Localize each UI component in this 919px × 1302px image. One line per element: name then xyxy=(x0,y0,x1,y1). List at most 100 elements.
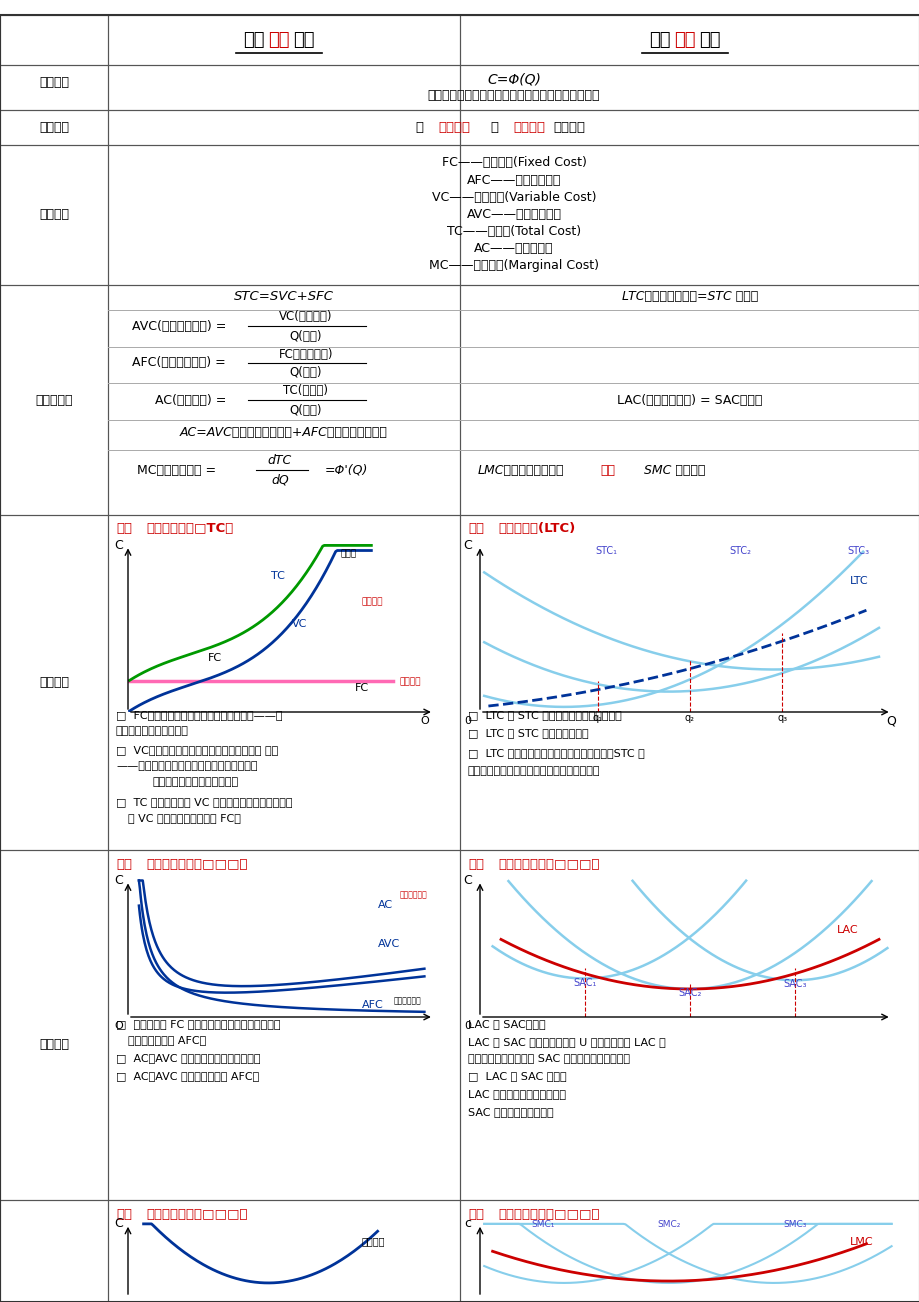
Text: AVC: AVC xyxy=(377,939,400,949)
Text: □  TC 曲线的形状与 VC 曲线相同，向右上方倾斜。: □ TC 曲线的形状与 VC 曲线相同，向右上方倾斜。 xyxy=(116,797,292,807)
Bar xyxy=(108,285,460,516)
Text: 生产函数: 生产函数 xyxy=(437,121,470,134)
Text: =Φ'(Q): =Φ'(Q) xyxy=(324,464,368,477)
Text: STC₁: STC₁ xyxy=(595,546,617,556)
Text: AVC(平均可变成本) =: AVC(平均可变成本) = xyxy=(131,319,226,332)
Text: □  LTC 是 STC 的包络线，两者形状相同；: □ LTC 是 STC 的包络线，两者形状相同； xyxy=(468,710,621,720)
Text: FC: FC xyxy=(355,684,369,693)
Text: dTC: dTC xyxy=(267,454,292,467)
Text: 长期: 长期 xyxy=(468,522,483,535)
Text: 长期: 长期 xyxy=(468,858,483,871)
Text: STC₃: STC₃ xyxy=(846,546,868,556)
Text: SMC₃: SMC₃ xyxy=(782,1220,806,1229)
Text: LTC（长期总成本）=STC 包络线: LTC（长期总成本）=STC 包络线 xyxy=(621,290,757,303)
Text: LTC: LTC xyxy=(848,577,868,586)
Text: 固定成本: 固定成本 xyxy=(399,677,421,686)
Text: □  AC、AVC 间的垂直距离是 AFC。: □ AC、AVC 间的垂直距离是 AFC。 xyxy=(116,1072,259,1081)
Text: q₂: q₂ xyxy=(685,713,694,724)
Bar xyxy=(460,65,919,109)
Text: STC=SVC+SFC: STC=SVC+SFC xyxy=(233,290,334,303)
Text: 曲线关系: 曲线关系 xyxy=(39,1039,69,1052)
Text: MC——边际成本(Marginal Cost): MC——边际成本(Marginal Cost) xyxy=(428,259,598,272)
Text: 0: 0 xyxy=(463,716,471,725)
Bar xyxy=(0,109,108,145)
Text: TC——总成本(Total Cost): TC——总成本(Total Cost) xyxy=(447,225,581,238)
Text: 增加，后以递增的速率增加。: 增加，后以递增的速率增加。 xyxy=(153,777,239,786)
Bar xyxy=(460,145,919,285)
Bar xyxy=(460,109,919,145)
Text: 总成本: 总成本 xyxy=(340,549,356,559)
Text: 平均成本曲线（□□□）: 平均成本曲线（□□□） xyxy=(497,858,599,871)
Text: 短期: 短期 xyxy=(243,31,265,49)
Text: TC(总成本): TC(总成本) xyxy=(283,384,328,397)
Text: 不随产量的变动而变动。: 不随产量的变动而变动。 xyxy=(116,727,188,736)
Text: FC——固定成本(Fixed Cost): FC——固定成本(Fixed Cost) xyxy=(441,156,585,169)
Text: 成本: 成本 xyxy=(674,31,695,49)
Text: VC——可变成本(Variable Cost): VC——可变成本(Variable Cost) xyxy=(431,191,596,204)
Bar xyxy=(108,516,460,850)
Text: 短期平均成本: 短期平均成本 xyxy=(399,891,426,898)
Text: □  固定不变的 FC 随产量的增加，其与产量的比值: □ 固定不变的 FC 随产量的增加，其与产量的比值 xyxy=(116,1019,280,1029)
Text: □  FC是一常数，是一条与横轴平行的直线——表: □ FC是一常数，是一条与横轴平行的直线——表 xyxy=(116,710,282,720)
Text: 成本方程: 成本方程 xyxy=(513,121,544,134)
Text: c: c xyxy=(463,1217,471,1230)
Text: C=Φ(Q): C=Φ(Q) xyxy=(486,73,540,86)
Text: 平均固定成本: 平均固定成本 xyxy=(392,997,421,1005)
Text: 关系函数: 关系函数 xyxy=(39,676,69,689)
Text: C: C xyxy=(114,874,123,887)
Text: 要素价格不变情况下，成本随产量变化而变化的轨迹: 要素价格不变情况下，成本随产量变化而变化的轨迹 xyxy=(427,89,599,102)
Text: AC——平均总成本: AC——平均总成本 xyxy=(473,242,553,255)
Text: LMC（长期边际成本）: LMC（长期边际成本） xyxy=(478,464,564,477)
Bar xyxy=(460,285,919,516)
Text: 推导得出: 推导得出 xyxy=(552,121,584,134)
Text: □  LTC 形状由规模报酬先递增后递减决定；STC 形: □ LTC 形状由规模报酬先递增后递减决定；STC 形 xyxy=(468,749,644,758)
Text: □  VC曲线是一条从原点出发且向右上方倾斜 的曲: □ VC曲线是一条从原点出发且向右上方倾斜 的曲 xyxy=(116,745,278,755)
Text: SAC 最低点：最优产出率: SAC 最低点：最优产出率 xyxy=(468,1107,553,1117)
Text: FC: FC xyxy=(208,652,222,663)
Text: O: O xyxy=(114,1021,123,1031)
Text: 长期: 长期 xyxy=(468,1207,483,1220)
Text: LAC: LAC xyxy=(836,924,857,935)
Text: 平均成本曲线（□□□）: 平均成本曲线（□□□） xyxy=(146,858,247,871)
Text: □  LTC 与 STC 相切但不相交。: □ LTC 与 STC 相切但不相交。 xyxy=(468,728,588,738)
Bar xyxy=(460,516,919,850)
Text: C: C xyxy=(462,539,471,552)
Text: □  LAC 与 SAC 的区别: □ LAC 与 SAC 的区别 xyxy=(468,1072,566,1081)
Text: Q(产量): Q(产量) xyxy=(289,366,322,379)
Bar xyxy=(0,16,108,65)
Text: VC: VC xyxy=(291,618,307,629)
Text: 总成本曲线(LTC): 总成本曲线(LTC) xyxy=(497,522,574,535)
Bar xyxy=(108,16,460,65)
Text: 短期: 短期 xyxy=(116,858,131,871)
Text: AFC: AFC xyxy=(361,1000,383,1010)
Text: STC₂: STC₂ xyxy=(729,546,751,556)
Text: AC(平均成本) =: AC(平均成本) = xyxy=(154,393,226,406)
Text: TC: TC xyxy=(270,572,284,581)
Text: SAC₃: SAC₃ xyxy=(782,979,806,990)
Text: C: C xyxy=(462,874,471,887)
Text: 状由可变要素边际收益率先递增后递减决定。: 状由可变要素边际收益率先递增后递减决定。 xyxy=(468,766,600,776)
Text: 基本概念: 基本概念 xyxy=(39,208,69,221)
Text: 与: 与 xyxy=(490,121,497,134)
Text: 短期边际: 短期边际 xyxy=(361,1236,385,1246)
Text: 于最低点，唯一对应的 SAC 也在最低点与其相切。: 于最低点，唯一对应的 SAC 也在最低点与其相切。 xyxy=(468,1053,630,1062)
Text: Q(产量): Q(产量) xyxy=(289,404,322,417)
Text: 函数: 函数 xyxy=(698,31,720,49)
Bar xyxy=(0,850,108,1200)
Text: SMC₂: SMC₂ xyxy=(656,1220,680,1229)
Text: LAC(长期平均成本) = SAC包络线: LAC(长期平均成本) = SAC包络线 xyxy=(617,393,762,406)
Text: 总成本曲线（□TC）: 总成本曲线（□TC） xyxy=(146,522,233,535)
Bar xyxy=(460,1200,919,1302)
Text: MC（边际成本） =: MC（边际成本） = xyxy=(137,464,216,477)
Text: LAC 与 SAC的关系: LAC 与 SAC的关系 xyxy=(468,1019,545,1029)
Text: AFC——平均固定成本: AFC——平均固定成本 xyxy=(466,173,561,186)
Text: SMC 的包络线: SMC 的包络线 xyxy=(643,464,705,477)
Text: 边际成本曲线（□□□）: 边际成本曲线（□□□） xyxy=(497,1207,599,1220)
Bar xyxy=(0,1200,108,1302)
Text: C: C xyxy=(114,539,123,552)
Text: SAC₁: SAC₁ xyxy=(573,978,596,987)
Text: AC=AVC（平均可变成本）+AFC（平均固定成本）: AC=AVC（平均可变成本）+AFC（平均固定成本） xyxy=(180,427,388,440)
Text: VC(可变成本): VC(可变成本) xyxy=(279,310,333,323)
Text: 不是: 不是 xyxy=(600,464,615,477)
Text: 函数: 函数 xyxy=(293,31,314,49)
